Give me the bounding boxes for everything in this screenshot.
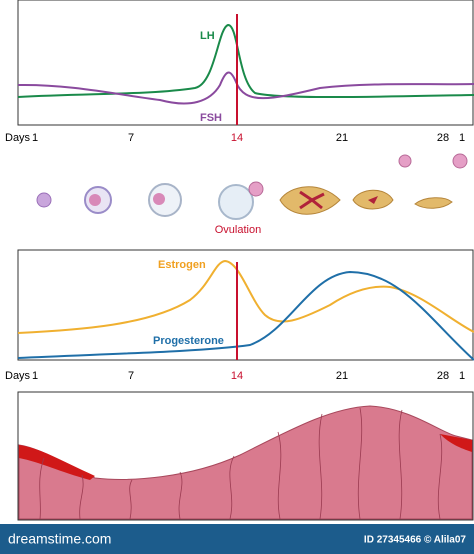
oocyte: [153, 193, 165, 205]
fsh-label: FSH: [200, 112, 222, 124]
days-label: Days: [5, 370, 31, 382]
menstrual-shedding: [19, 445, 95, 480]
days-axis: Days 1 7 14 21 28 1: [5, 132, 465, 144]
fsh-curve: [17, 71, 474, 105]
menstrual-shedding: [440, 434, 472, 452]
progesterone-curve: [17, 270, 474, 361]
oocyte: [398, 154, 412, 168]
panel-frame: [17, 0, 474, 126]
footer-site: dreamstime.com: [8, 531, 111, 547]
day-label: 7: [128, 370, 134, 382]
lh-label: LH: [200, 30, 215, 42]
panel-frame: [17, 391, 474, 521]
day-label: 28: [437, 370, 449, 382]
estrogen-label: Estrogen: [158, 259, 206, 271]
glands: [39, 407, 443, 520]
day-label: 1: [459, 132, 465, 144]
follicle: [36, 192, 52, 208]
panel-frame: [17, 249, 474, 361]
follicle: [148, 183, 182, 217]
corpus-albicans: [414, 197, 453, 209]
day-label: 14: [231, 132, 243, 144]
corpus-luteum-core: [299, 190, 325, 210]
follicle: [218, 184, 254, 220]
days-label: Days: [5, 132, 31, 144]
oocyte: [89, 194, 101, 206]
oocyte: [248, 181, 264, 197]
footer-id: ID 27345466 © Alila07: [364, 535, 467, 546]
day-label: 1: [32, 370, 38, 382]
corpus-luteum-core: [368, 196, 378, 204]
day-label: 21: [336, 132, 348, 144]
ovulation-label: Ovulation: [215, 224, 261, 236]
day-label: 21: [336, 370, 348, 382]
lh-curve: [17, 24, 474, 99]
day-label: 28: [437, 132, 449, 144]
day-label: 1: [32, 132, 38, 144]
day-label: 14: [231, 370, 243, 382]
day-label: 1: [459, 370, 465, 382]
progesterone-label: Progesterone: [153, 335, 224, 347]
oocyte: [452, 153, 468, 169]
follicles: [36, 153, 468, 220]
days-axis: Days 1 7 14 21 28 1: [5, 370, 465, 382]
estrogen-curve: [17, 259, 474, 334]
endometrium: [18, 405, 473, 520]
footer-bar: [0, 524, 474, 554]
day-label: 7: [128, 132, 134, 144]
